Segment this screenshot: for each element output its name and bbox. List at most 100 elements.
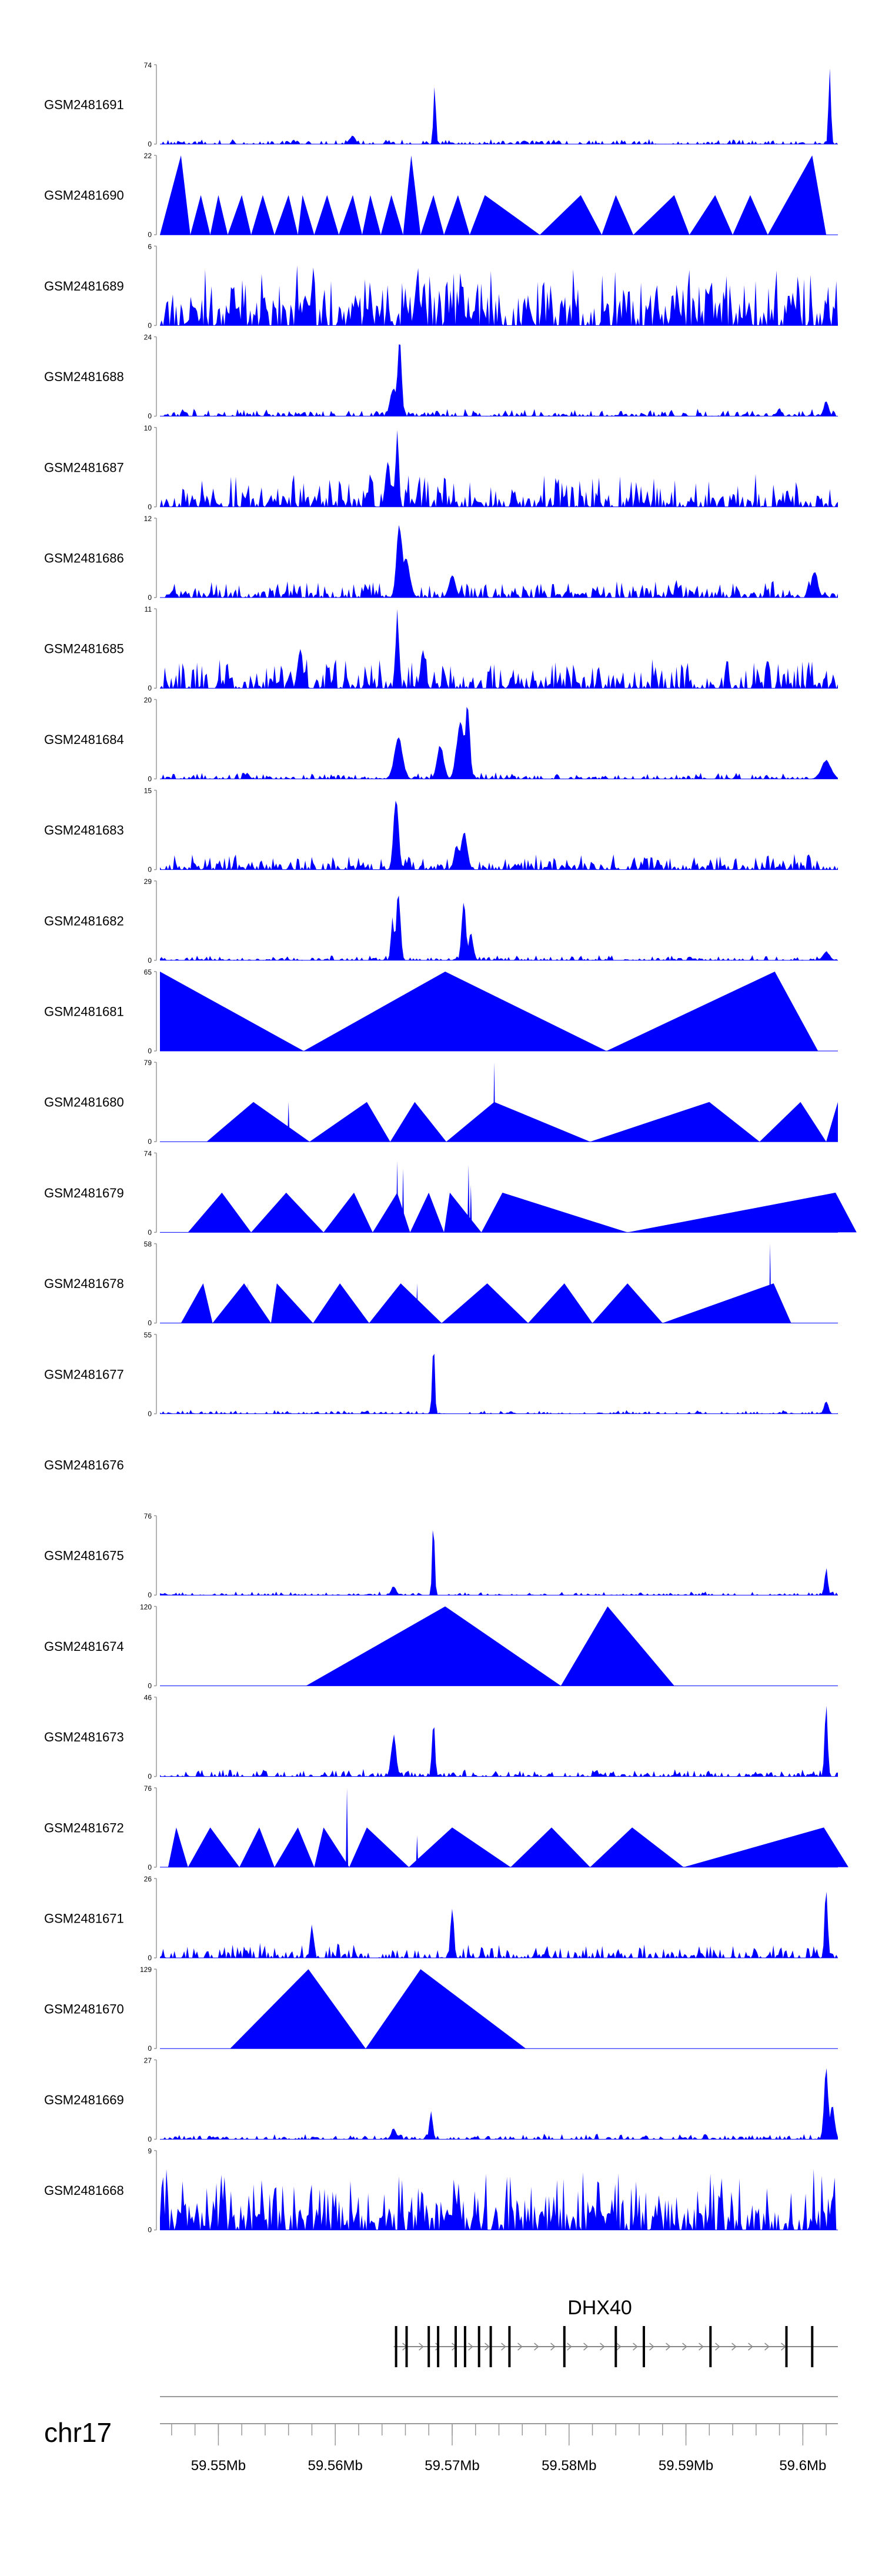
exon-block bbox=[508, 2326, 511, 2367]
track-label: GSM2481681 bbox=[44, 1005, 124, 1019]
strand-arrow bbox=[517, 2343, 523, 2351]
y-min-label: 0 bbox=[148, 2135, 152, 2143]
x-tick-label: 59.58Mb bbox=[542, 2458, 596, 2474]
exon-block bbox=[811, 2326, 814, 2367]
track-GSM2481675: GSM2481675 76 0 bbox=[44, 1512, 838, 1599]
y-min-label: 0 bbox=[148, 593, 152, 602]
y-max-label: 9 bbox=[148, 2147, 152, 2155]
strand-arrow bbox=[699, 2343, 704, 2351]
track-GSM2481690: GSM2481690 22 0 bbox=[44, 152, 838, 239]
y-min-label: 0 bbox=[148, 1681, 152, 1690]
track-label: GSM2481675 bbox=[44, 1549, 124, 1563]
y-max-label: 74 bbox=[144, 1149, 152, 1157]
strand-arrow bbox=[600, 2343, 605, 2351]
y-min-label: 0 bbox=[148, 1773, 152, 1781]
track-label: GSM2481677 bbox=[44, 1367, 124, 1382]
track-label: GSM2481668 bbox=[44, 2183, 124, 2198]
strand-arrow bbox=[764, 2343, 770, 2351]
strand-arrow bbox=[485, 2343, 490, 2351]
coverage-area bbox=[160, 972, 818, 1051]
coverage-spike bbox=[346, 1787, 349, 1867]
track-label: GSM2481684 bbox=[44, 732, 124, 747]
y-max-label: 55 bbox=[144, 1331, 152, 1339]
exon-block bbox=[785, 2326, 788, 2367]
y-max-label: 79 bbox=[144, 1059, 152, 1067]
coverage-spike bbox=[246, 1283, 249, 1323]
track-label: GSM2481682 bbox=[44, 913, 124, 928]
track-GSM2481689: GSM2481689 6 0 bbox=[44, 242, 838, 329]
track-label: GSM2481676 bbox=[44, 1458, 124, 1473]
y-max-label: 15 bbox=[144, 787, 152, 795]
coverage-area bbox=[160, 265, 838, 326]
y-min-label: 0 bbox=[148, 2226, 152, 2234]
coverage-area bbox=[160, 1891, 838, 1958]
y-max-label: 20 bbox=[144, 696, 152, 704]
coverage-area bbox=[206, 1102, 838, 1142]
track-group: GSM2481691740GSM2481690220GSM248168960GS… bbox=[44, 61, 857, 2234]
coverage-area bbox=[160, 525, 838, 598]
track-label: GSM2481683 bbox=[44, 823, 124, 837]
track-GSM2481674: GSM2481674 120 0 bbox=[44, 1603, 838, 1690]
coverage-area bbox=[160, 2169, 838, 2230]
track-label: GSM2481674 bbox=[44, 1639, 124, 1654]
track-GSM2481680: GSM2481680 79 0 bbox=[44, 1059, 838, 1146]
strand-arrow bbox=[534, 2343, 539, 2351]
strand-arrow bbox=[715, 2343, 720, 2351]
coverage-spike bbox=[416, 1835, 419, 1867]
track-GSM2481691: GSM2481691 74 0 bbox=[44, 61, 838, 148]
coverage-spike bbox=[769, 1243, 771, 1323]
track-GSM2481677: GSM2481677 55 0 bbox=[44, 1331, 838, 1418]
x-tick-label: 59.59Mb bbox=[659, 2458, 713, 2474]
y-max-label: 76 bbox=[144, 1512, 152, 1520]
coverage-spike bbox=[493, 1062, 496, 1142]
y-min-label: 0 bbox=[148, 1319, 152, 1327]
coverage-area bbox=[160, 1353, 838, 1414]
strand-arrow bbox=[731, 2343, 737, 2351]
x-tick-label: 59.56Mb bbox=[308, 2458, 362, 2474]
y-max-label: 29 bbox=[144, 877, 152, 886]
y-min-label: 0 bbox=[148, 231, 152, 239]
y-min-label: 0 bbox=[148, 1137, 152, 1146]
y-max-label: 22 bbox=[144, 152, 152, 160]
track-GSM2481679: GSM2481679 74 0 bbox=[44, 1149, 857, 1236]
strand-arrow bbox=[583, 2343, 589, 2351]
coverage-spike bbox=[469, 1184, 472, 1233]
y-max-label: 65 bbox=[144, 968, 152, 976]
exon-block bbox=[463, 2326, 466, 2367]
track-GSM2481683: GSM2481683 15 0 bbox=[44, 787, 838, 874]
coverage-area bbox=[168, 1827, 848, 1867]
y-max-label: 58 bbox=[144, 1240, 152, 1249]
gene-track: DHX40 bbox=[393, 2297, 838, 2367]
strand-arrow bbox=[468, 2343, 473, 2351]
track-GSM2481687: GSM2481687 10 0 bbox=[44, 424, 838, 511]
y-max-label: 10 bbox=[144, 424, 152, 432]
track-GSM2481672: GSM2481672 76 0 bbox=[44, 1784, 848, 1871]
x-tick-label: 59.57Mb bbox=[425, 2458, 479, 2474]
y-max-label: 129 bbox=[140, 1966, 152, 1974]
chromosome-label: chr17 bbox=[44, 2417, 112, 2448]
exon-block bbox=[437, 2326, 440, 2367]
coverage-area bbox=[160, 1706, 838, 1777]
y-min-label: 0 bbox=[148, 684, 152, 692]
coverage-spike bbox=[825, 1831, 828, 1867]
y-min-label: 0 bbox=[148, 412, 152, 421]
track-label: GSM2481670 bbox=[44, 2002, 124, 2017]
coverage-area bbox=[306, 1606, 674, 1686]
y-min-label: 0 bbox=[148, 1410, 152, 1418]
exon-block bbox=[405, 2326, 408, 2367]
strand-arrow bbox=[419, 2343, 424, 2351]
coverage-area bbox=[188, 1192, 857, 1233]
x-tick-label: 59.6Mb bbox=[779, 2458, 826, 2474]
track-GSM2481682: GSM2481682 29 0 bbox=[44, 877, 838, 965]
track-GSM2481686: GSM2481686 12 0 bbox=[44, 515, 838, 602]
track-GSM2481670: GSM2481670 129 0 bbox=[44, 1966, 838, 2053]
strand-arrow bbox=[567, 2343, 572, 2351]
track-GSM2481681: GSM2481681 65 0 bbox=[44, 968, 838, 1055]
coverage-area bbox=[160, 609, 838, 689]
track-label: GSM2481672 bbox=[44, 1820, 124, 1835]
coverage-area bbox=[181, 1283, 791, 1323]
track-GSM2481671: GSM2481671 26 0 bbox=[44, 1875, 838, 1962]
strand-arrow bbox=[435, 2343, 440, 2351]
y-min-label: 0 bbox=[148, 2044, 152, 2053]
exon-block bbox=[395, 2326, 397, 2367]
